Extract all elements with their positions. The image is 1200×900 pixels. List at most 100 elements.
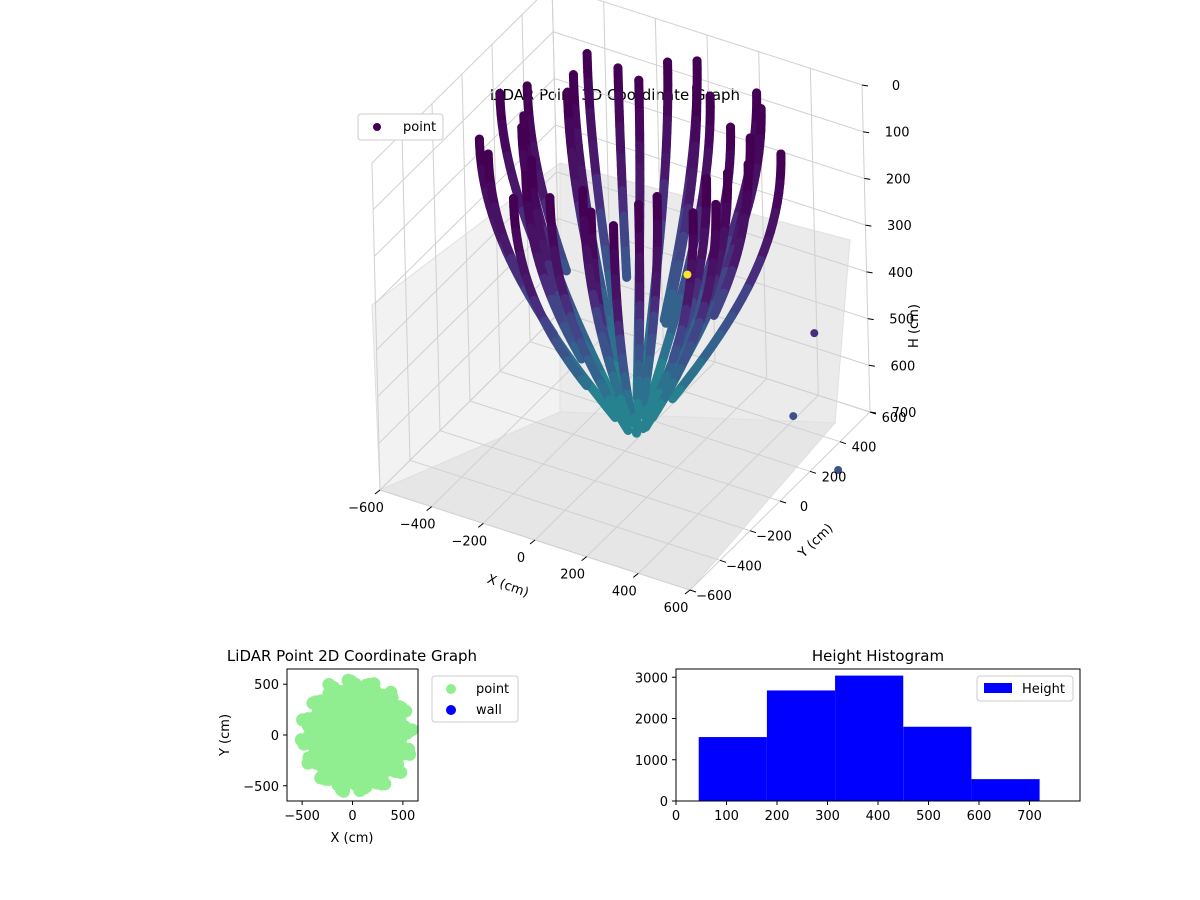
point-cap [652,192,662,202]
grid-line-3d [555,124,866,226]
outlier-point [683,270,692,279]
point-cap [508,193,518,203]
x-tick-label-2d: 500 [390,809,415,824]
scatter-point [321,773,335,787]
point-cap [663,57,673,67]
point-cap [634,199,644,209]
y-tick-label-3d: 400 [852,441,877,456]
scatter-point [385,691,399,705]
x-tick-3d [478,522,484,528]
y-tick-label-2d: 0 [271,729,279,744]
point-cap [723,168,733,178]
grid-line-3d [596,0,863,86]
y-tick-3d [719,559,727,563]
x-tick-3d [426,506,432,512]
outlier-point [834,466,843,475]
z-tick-3d [863,131,870,134]
point-cap [711,199,721,209]
x-tick-label-3d: −400 [400,518,436,533]
scatter-point [333,685,347,699]
point-cap [705,91,715,101]
scatter-point [392,700,406,714]
x-tick-3d [684,589,691,595]
scatter-point [312,757,326,771]
point-strand [668,349,680,364]
legend-2d-wall-marker [446,705,456,715]
y-tick-label-3d: −400 [726,559,762,574]
scatter-point [393,734,407,748]
point-cap [692,56,702,66]
y-tick-label-2d: −500 [243,780,279,795]
y-tick-3d [839,441,847,445]
point-strand [577,374,592,391]
point-strand [618,402,631,419]
z-tick-label-3d: 500 [889,313,914,328]
y-ticks-3d: −600 −400 −200 0 200 400 600 [689,411,906,604]
point-cap [752,88,762,98]
grid-line-3d [371,162,381,491]
grid-line-3d [377,218,559,397]
z-tick-3d [866,271,873,274]
grid-line-3d [401,133,411,461]
x-tick-3d [529,539,536,545]
grid-line-3d [552,31,864,133]
legend-2d-point-label: point [476,682,509,697]
grid-line-3d [861,84,871,413]
chart-histogram: Height Histogram 0 100 200 300 400 500 600 7000… [635,647,1081,824]
histogram-title: Height Histogram [812,647,944,665]
z-tick-3d [864,177,871,180]
point-strand [709,305,722,320]
point-cap [608,221,618,231]
x-tick-3d [374,489,381,495]
grid-line-3d [499,370,811,472]
scatter-point [294,733,308,747]
x-tick-label-hist: 0 [672,809,680,824]
scatter-point [337,784,351,798]
x-tick-label-2d: 0 [348,809,356,824]
point-cap [634,75,644,85]
outlier-point [810,329,819,338]
legend-3d: point [357,113,444,141]
z-tick-label-3d: 400 [888,266,913,281]
grid-line-3d [379,311,561,491]
x-tick-3d [633,572,639,578]
legend-2d: point wall [431,675,519,723]
point-cap [582,49,592,59]
point-strand [624,400,635,416]
x-ticks-3d: −600 −400 −200 0 200 400 600 [348,489,691,616]
point-cap [743,159,753,169]
point-cap [613,63,623,73]
y-tick-3d [689,589,697,593]
z-tick-3d [869,411,877,414]
point-cap [562,87,572,97]
scatter-point [377,764,391,778]
histogram-bar [698,737,767,801]
x-tick-label-hist: 700 [1017,809,1042,824]
point-cap [521,170,531,180]
point-cap [701,174,711,184]
point-cap [726,122,736,132]
grid-line-3d [409,459,721,561]
legend-hist-swatch [984,683,1012,693]
z-tick-label-3d: 700 [892,406,917,421]
z-tick-3d [867,318,874,321]
y-tick-label-3d: −200 [756,530,792,545]
grid-line-3d [439,430,751,532]
point-cap [688,208,698,218]
x-tick-label-3d: 0 [517,551,525,566]
point-strand [573,347,587,364]
scatter-point [306,696,320,710]
z-tick-label-3d: 600 [890,359,915,374]
z-tick-3d [861,84,869,87]
point-cap [692,82,702,92]
x-axis-label-2d: X (cm) [331,831,374,846]
scatter-point [296,713,310,727]
point-strand [618,418,633,435]
y-tick-label-2d: 500 [254,678,279,693]
grid-line-3d [469,400,781,502]
point-cap [545,193,555,203]
point-cap [578,185,588,195]
outlier-points-3d [683,270,843,475]
y-tick-label-hist: 1000 [635,754,668,769]
